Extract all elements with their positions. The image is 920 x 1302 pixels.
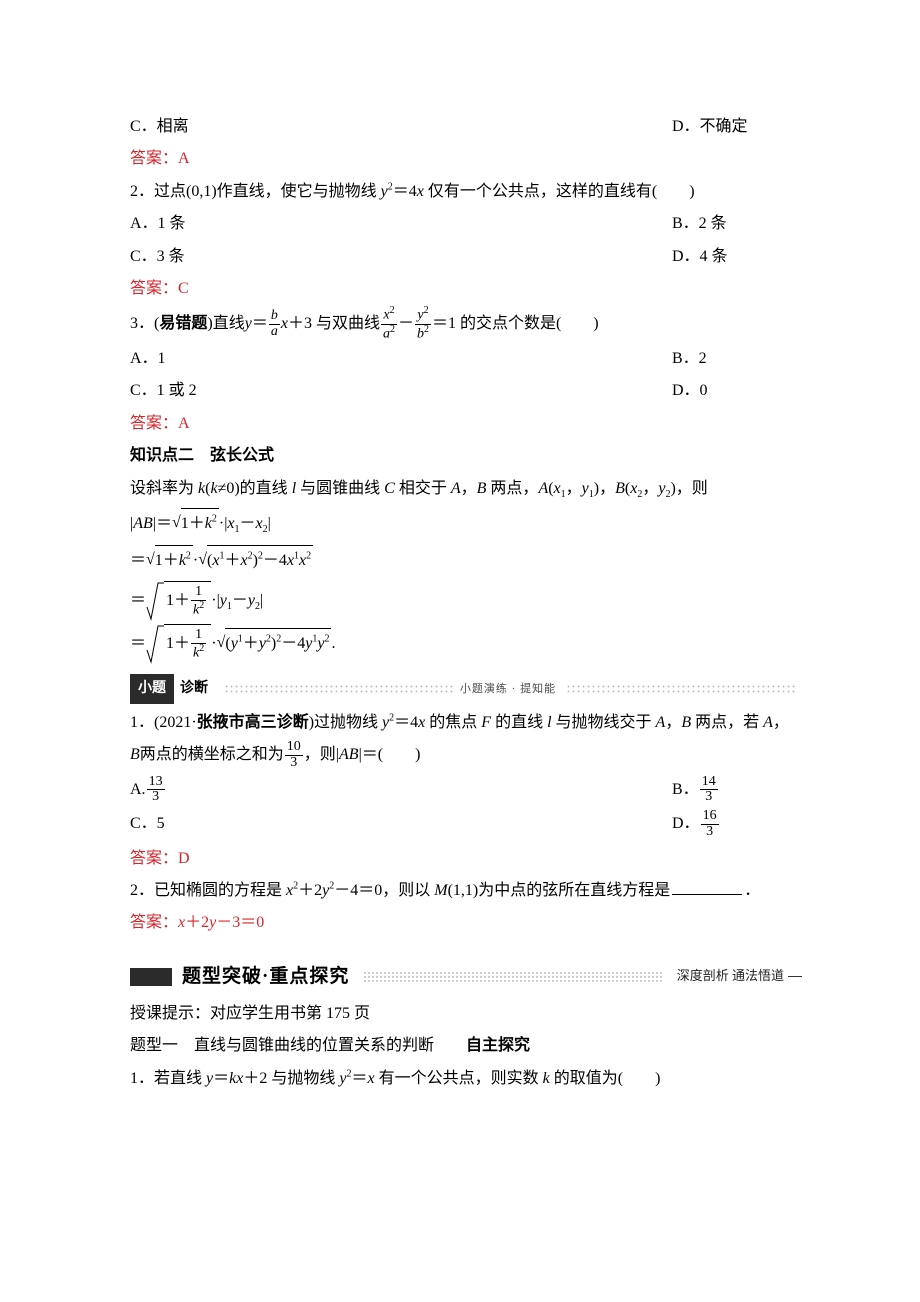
q3-opt-b: B．2 — [672, 344, 802, 374]
formula-1: |AB|＝ √1＋k2·|x1－x2| — [130, 507, 802, 541]
q3-opt-c: C．1 或 2 — [130, 376, 672, 406]
teach-hint: 授课提示：对应学生用书第 175 页 — [130, 999, 802, 1029]
banner-black: 小题 — [130, 674, 174, 705]
p1-line2: B 两点的横坐标之和为103，则|AB|＝( ) — [130, 740, 802, 770]
banner-mid: 小题演练 · 提知能 — [460, 679, 556, 700]
p2-stem: 2．已知椭圆的方程是 x2＋2y2－4＝0，则以 M(1,1)为中点的弦所在直线… — [130, 876, 802, 906]
formula-3: ＝ 1＋1k2 ·|y1－y2| — [130, 581, 802, 621]
p1-opt-a: A.133 — [130, 775, 672, 805]
banner2-title: 题型突破·重点探究 — [182, 959, 349, 995]
q3-opt-d: D．0 — [672, 376, 802, 406]
frac-13-3: 133 — [147, 775, 165, 805]
sqrt-2a: √1＋k2 — [146, 545, 193, 576]
q2-text-c: 仅有一个公共点，这样的直线有( ) — [424, 183, 695, 200]
q2-stem: 2．过点(0,1)作直线，使它与抛物线 y2＝4x 仅有一个公共点，这样的直线有… — [130, 177, 802, 207]
q3-bold: 易错题 — [159, 309, 207, 339]
q2-opt-b: B．2 条 — [672, 209, 802, 239]
frac-10-3: 103 — [285, 740, 303, 770]
q2-opt-d: D．4 条 — [672, 242, 802, 272]
banner-dots-r — [566, 684, 796, 694]
p1-line1: 1．(2021·张掖市高三诊断)过抛物线 y2＝4x 的焦点 F 的直线 l 与… — [130, 708, 802, 738]
q3-c: ＋3 与双曲线 — [288, 309, 380, 339]
p1-opt-d: D．163 — [672, 809, 802, 839]
q3-pre: 3．( — [130, 309, 159, 339]
p2-answer: 答案：x＋2y－3＝0 — [130, 908, 802, 938]
banner2-line — [788, 976, 802, 977]
q3-d: － — [398, 309, 414, 339]
q3-opt-a: A．1 — [130, 344, 672, 374]
q3-row-ab: A．1 B．2 — [130, 344, 802, 374]
p1-answer: 答案：D — [130, 844, 802, 874]
fill-blank — [672, 894, 742, 895]
q2-row-cd: C．3 条 D．4 条 — [130, 242, 802, 272]
q3-answer: 答案：A — [130, 409, 802, 439]
frac-x2-a2: x2a2 — [381, 306, 397, 342]
banner2-bar — [130, 968, 172, 986]
frac-14-3: 143 — [700, 775, 718, 805]
q2-opt-a: A．1 条 — [130, 209, 672, 239]
banner-xiaoti: 小题 诊断 小题演练 · 提知能 — [130, 678, 802, 700]
sqrt-2b: √(x1＋x2)2－4x1x2 — [198, 545, 313, 576]
q2-text-b: ＝4 — [393, 183, 417, 200]
frac-b-over-a: ba — [269, 309, 280, 339]
q2-row-ab: A．1 条 B．2 条 — [130, 209, 802, 239]
page-content: C．相离 D．不确定 答案：A 2．过点(0,1)作直线，使它与抛物线 y2＝4… — [0, 0, 920, 1156]
sqrt-4b: √(y1＋y2)2－4y1y2 — [217, 628, 332, 659]
q0-opt-d: D．不确定 — [672, 112, 802, 142]
kp2-line1: 设斜率为 k(k≠0)的直线 l 与圆锥曲线 C 相交于 A，B 两点，A(x1… — [130, 474, 802, 504]
q0-opt-c: C．相离 — [130, 112, 672, 142]
banner2-dots — [363, 971, 662, 983]
var-y: y — [381, 183, 388, 200]
frac-16-3: 163 — [701, 809, 719, 839]
banner-white: 诊断 — [174, 674, 214, 705]
q0-row-cd: C．相离 D．不确定 — [130, 112, 802, 142]
q2-text-a: 2．过点(0,1)作直线，使它与抛物线 — [130, 183, 381, 200]
q3-e: ＝1 的交点个数是( ) — [432, 309, 599, 339]
p1-row-ab: A.133 B．143 — [130, 775, 802, 805]
q3-stem: 3．(易错题)直线 y＝bax＋3 与双曲线x2a2－y2b2＝1 的交点个数是… — [130, 306, 802, 342]
p1-opt-b: B．143 — [672, 775, 802, 805]
var-y: y — [245, 309, 252, 339]
formula-4: ＝ 1＋1k2 · √(y1＋y2)2－4y1y2. — [130, 624, 802, 664]
var-x: x — [281, 309, 288, 339]
var-x: x — [417, 183, 424, 200]
banner-tixing: 题型突破·重点探究 深度剖析 通法悟道 — [130, 965, 802, 989]
sqrt-4a: 1＋1k2 — [146, 624, 211, 664]
p1-opt-c: C．5 — [130, 809, 672, 839]
q3-b: ＝ — [252, 309, 268, 339]
q0-answer: 答案：A — [130, 144, 802, 174]
frac-1-k2: 1k2 — [191, 585, 206, 618]
sqrt-1: √1＋k2 — [172, 508, 219, 539]
banner2-right: 深度剖析 通法悟道 — [677, 964, 784, 989]
q3-a: )直线 — [207, 309, 244, 339]
sqrt-3: 1＋1k2 — [146, 581, 211, 621]
tx1-q1: 1．若直线 y＝kx＋2 与抛物线 y2＝x 有一个公共点，则实数 k 的取值为… — [130, 1064, 802, 1094]
banner-dots — [224, 684, 454, 694]
tx1-title: 题型一 直线与圆锥曲线的位置关系的判断 自主探究 — [130, 1031, 802, 1061]
formula-2: ＝ √1＋k2· √(x1＋x2)2－4x1x2 — [130, 544, 802, 578]
frac-1-k2-b: 1k2 — [191, 628, 206, 661]
q2-answer: 答案：C — [130, 274, 802, 304]
p1-row-cd: C．5 D．163 — [130, 809, 802, 839]
q2-opt-c: C．3 条 — [130, 242, 672, 272]
kp2-title: 知识点二 弦长公式 — [130, 441, 802, 471]
q3-row-cd: C．1 或 2 D．0 — [130, 376, 802, 406]
frac-y2-b2: y2b2 — [415, 306, 431, 342]
